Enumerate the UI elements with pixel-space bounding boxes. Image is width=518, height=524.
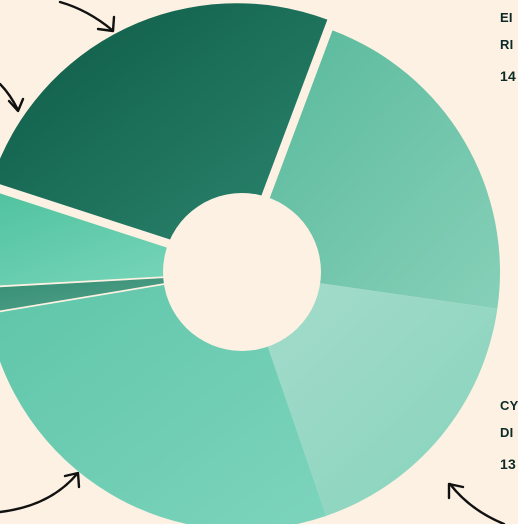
callout-arrow-bottom-left-head	[63, 471, 81, 489]
annotation-top-line2: RI	[500, 37, 514, 52]
callout-arrows	[0, 0, 506, 524]
annotation-bottom-value: 13	[500, 456, 516, 472]
callout-arrow-top-head	[96, 15, 116, 33]
donut-slice-3	[242, 272, 498, 516]
annotation-bottom-line2: DI	[500, 425, 514, 440]
annotation-top-value: 14	[500, 68, 516, 84]
donut-hole	[163, 193, 321, 351]
callout-arrow-bottom-right-head	[447, 482, 465, 500]
annotation-top-line1: EI	[500, 10, 513, 25]
annotation-bottom-line1: CY	[500, 398, 518, 413]
callout-arrow-left-head	[7, 97, 25, 113]
callout-arrow-top	[58, 0, 114, 32]
callout-arrow-bottom-left	[0, 472, 79, 514]
callout-arrow-left	[0, 82, 20, 112]
callout-arrow-bottom-right	[448, 482, 506, 524]
